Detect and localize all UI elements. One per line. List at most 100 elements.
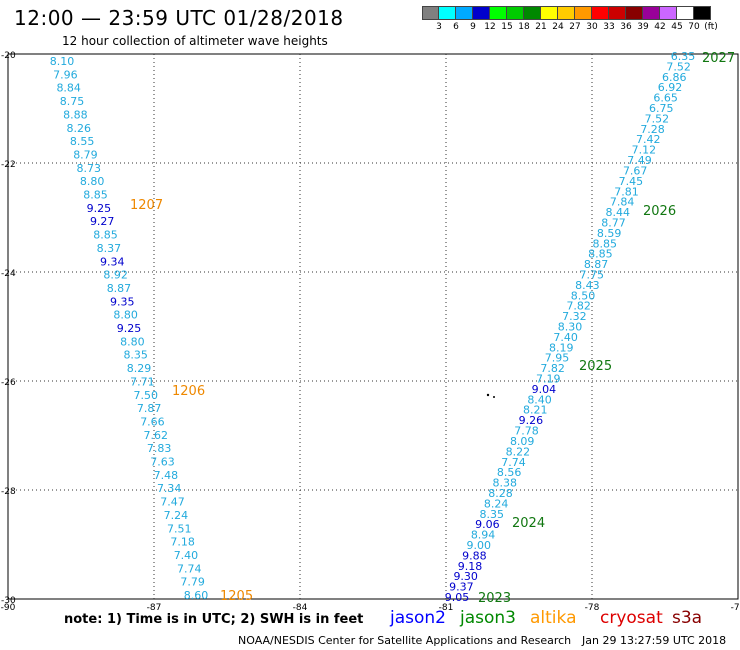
wave-height-value: 8.73 <box>77 162 102 175</box>
color-scale-legend: 3 6 9 12 15 18 21 24 27 30 33 36 39 42 45 70 (ft) <box>422 6 718 34</box>
wave-height-value: 7.74 <box>177 562 202 575</box>
wave-height-value: 6.75 <box>649 102 674 115</box>
wave-height-value: 8.26 <box>67 122 92 135</box>
legend-label: 36 <box>620 22 632 32</box>
longitude-tick-label: -75 <box>731 603 740 613</box>
wave-height-value: 7.51 <box>167 522 192 535</box>
wave-height-value: 8.85 <box>593 237 618 250</box>
longitude-tick-label: -87 <box>147 603 162 613</box>
wave-height-value: 8.80 <box>80 175 105 188</box>
footer-note: note: 1) Time is in UTC; 2) SWH is in fe… <box>64 612 364 627</box>
wave-height-value: 6.86 <box>662 71 687 84</box>
wave-height-value: 7.19 <box>536 373 561 386</box>
longitude-tick-label: -81 <box>439 603 454 613</box>
pass-time-label: 2025 <box>579 359 612 374</box>
wave-height-value: 8.59 <box>597 227 622 240</box>
wave-height-value: 8.94 <box>471 529 496 542</box>
legend-swatch <box>507 6 524 20</box>
wave-height-value: 7.40 <box>553 331 578 344</box>
wave-height-value: 7.24 <box>164 509 189 522</box>
latitude-tick-label: -26 <box>1 378 16 388</box>
wave-height-value: 6.35 <box>671 50 696 63</box>
wave-height-value: 8.29 <box>127 362 152 375</box>
wave-height-value: 7.28 <box>640 123 665 136</box>
wave-height-value: 9.06 <box>475 518 500 531</box>
satellite-jason3-label: jason3 <box>460 608 516 628</box>
legend-label: 9 <box>470 22 476 32</box>
legend-label: 70 <box>688 22 700 32</box>
wave-height-value: 8.84 <box>56 82 81 95</box>
credit-line: NOAA/NESDIS Center for Satellite Applica… <box>238 634 572 647</box>
legend-swatch <box>473 6 490 20</box>
wave-height-value: 7.49 <box>627 154 652 167</box>
wave-height-value: 7.81 <box>614 185 639 198</box>
longitude-tick-label: -84 <box>293 603 308 613</box>
latitude-tick-label: -24 <box>1 269 16 279</box>
wave-height-value: 8.85 <box>588 248 613 261</box>
legend-label: 24 <box>552 22 564 32</box>
satellite-cryosat-label: cryosat <box>600 608 663 628</box>
wave-height-value: 8.22 <box>506 445 531 458</box>
wave-height-value: 8.80 <box>113 309 138 322</box>
wave-height-value: 9.30 <box>453 570 478 583</box>
wave-height-value: 8.19 <box>549 341 574 354</box>
wave-height-value: 9.25 <box>117 322 142 335</box>
satellite-altika-label: altika <box>530 608 577 628</box>
pass-time-label: 2026 <box>643 204 676 219</box>
legend-swatch <box>660 6 677 20</box>
legend-swatch <box>694 6 711 20</box>
legend-swatch <box>609 6 626 20</box>
legend-swatch <box>592 6 609 20</box>
wave-height-value: 7.67 <box>623 164 648 177</box>
legend-swatch <box>439 6 456 20</box>
wave-height-value: 7.63 <box>150 456 175 469</box>
wave-height-value: 8.60 <box>184 589 209 602</box>
wave-height-value: 9.00 <box>466 539 491 552</box>
wave-height-value: 8.44 <box>606 206 631 219</box>
wave-height-value: 7.50 <box>134 389 159 402</box>
wave-height-value: 7.75 <box>579 268 604 281</box>
wave-height-value: 7.84 <box>610 196 635 209</box>
legend-label: 30 <box>586 22 598 32</box>
wave-height-value: 7.79 <box>180 576 205 589</box>
wave-height-value: 8.56 <box>497 466 522 479</box>
latitude-tick-label: -20 <box>1 51 16 61</box>
wave-height-value: 8.35 <box>480 508 505 521</box>
wave-height-value: 7.82 <box>540 362 565 375</box>
wave-height-value: 9.18 <box>458 560 483 573</box>
wave-height-value: 7.18 <box>170 536 195 549</box>
wave-height-value: 7.71 <box>130 375 155 388</box>
pass-time-label: 1206 <box>172 384 205 399</box>
island-marker <box>493 396 495 398</box>
pass-time-label: 1205 <box>220 589 253 604</box>
legend-label: 39 <box>637 22 649 32</box>
wave-height-value: 8.35 <box>123 349 148 362</box>
pass-time-label: 2023 <box>478 591 511 606</box>
legend-label: 3 <box>436 22 442 32</box>
wave-height-value: 6.65 <box>653 92 678 105</box>
wave-height-value: 8.79 <box>73 148 98 161</box>
legend-swatch <box>643 6 660 20</box>
wave-height-value: 8.55 <box>70 135 95 148</box>
wave-height-value: 7.83 <box>147 442 172 455</box>
legend-swatch <box>558 6 575 20</box>
legend-label: 6 <box>453 22 459 32</box>
longitude-tick-label: -78 <box>585 603 600 613</box>
wave-height-value: 7.52 <box>645 112 670 125</box>
wave-height-value: 8.77 <box>601 216 626 229</box>
wave-height-value: 7.74 <box>501 456 526 469</box>
map-frame <box>7 53 739 600</box>
wave-height-value: 7.62 <box>144 429 169 442</box>
wave-height-value: 8.40 <box>527 393 552 406</box>
wave-height-value: 7.78 <box>514 425 539 438</box>
wave-height-value: 9.04 <box>532 383 557 396</box>
map-title: 12:00 — 23:59 UTC 01/28/2018 <box>14 6 344 30</box>
wave-height-value: 8.75 <box>60 95 85 108</box>
legend-swatch <box>575 6 592 20</box>
wave-height-value: 9.34 <box>100 255 125 268</box>
wave-height-value: 8.38 <box>493 477 518 490</box>
legend-swatch <box>422 6 439 20</box>
wave-height-value: 7.32 <box>562 310 587 323</box>
pass-time-label: 2027 <box>702 51 735 66</box>
